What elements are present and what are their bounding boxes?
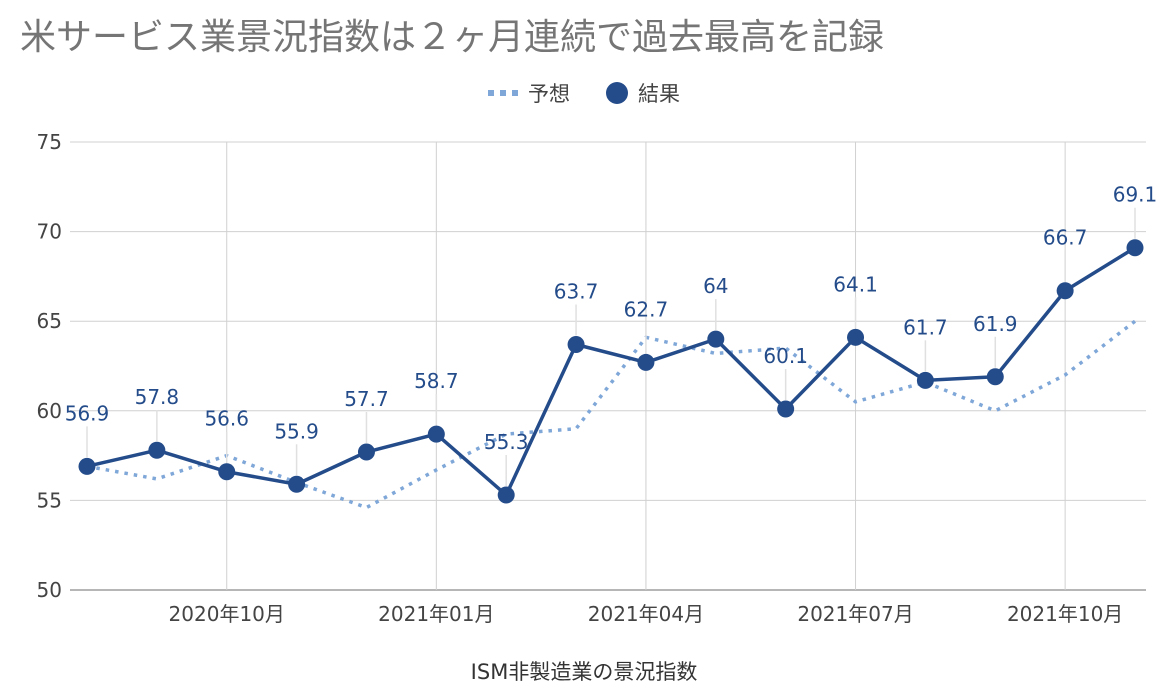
- x-tick-label: 2021年07月: [797, 602, 913, 626]
- data-point: [218, 463, 236, 481]
- data-point: [78, 457, 96, 475]
- data-label: 69.1: [1113, 183, 1158, 207]
- data-point: [777, 400, 795, 418]
- x-tick-label: 2021年01月: [378, 602, 494, 626]
- data-point: [916, 371, 934, 389]
- data-label: 58.7: [414, 369, 459, 393]
- data-label: 57.7: [344, 387, 389, 411]
- circle-marker-icon: [606, 82, 628, 104]
- data-label: 63.7: [554, 279, 599, 303]
- forecast-series: [86, 319, 1137, 510]
- data-point: [427, 425, 445, 443]
- legend-label-forecast: 予想: [528, 82, 570, 106]
- data-point: [288, 475, 306, 493]
- data-label: 66.7: [1043, 226, 1088, 250]
- x-axis-title: ISM非製造業の景況指数: [470, 660, 698, 684]
- legend-item-forecast[interactable]: 予想: [488, 78, 570, 108]
- data-label: 64.1: [833, 272, 878, 296]
- data-point: [148, 441, 166, 459]
- chart-title: 米サービス業景況指数は２ヶ月連続で過去最高を記録: [20, 17, 885, 58]
- y-tick-label: 75: [37, 130, 62, 154]
- data-point: [637, 353, 655, 371]
- data-point: [1056, 282, 1074, 300]
- data-label: 57.8: [135, 385, 180, 409]
- data-point: [986, 368, 1004, 386]
- data-label: 64: [703, 274, 728, 298]
- data-point: [847, 328, 865, 346]
- y-tick-label: 55: [37, 488, 62, 512]
- forecast-line: [86, 319, 1137, 510]
- data-point: [1126, 239, 1144, 257]
- y-tick-label: 60: [37, 399, 62, 423]
- result-line: [86, 246, 1136, 497]
- legend: 予想 結果: [0, 76, 1168, 110]
- y-tick-label: 65: [37, 309, 62, 333]
- x-tick-label: 2020年10月: [169, 602, 285, 626]
- data-point: [497, 486, 515, 504]
- legend-item-result[interactable]: 結果: [606, 78, 680, 108]
- data-label: 55.9: [274, 419, 319, 443]
- result-series: 56.9 57.8 56.6 55.9 57.7 58.7 55.3 63.7 62.7 64 60…: [65, 183, 1158, 504]
- legend-label-result: 結果: [638, 82, 680, 106]
- data-point: [567, 335, 585, 353]
- data-label: 60.1: [763, 344, 808, 368]
- data-label: 61.7: [903, 315, 948, 339]
- y-tick-label: 50: [37, 578, 62, 602]
- data-point: [707, 330, 725, 348]
- data-label: 62.7: [624, 297, 669, 321]
- data-point: [357, 443, 375, 461]
- data-label: 55.3: [484, 430, 529, 454]
- x-tick-label: 2021年10月: [1007, 602, 1123, 626]
- data-label: 56.9: [65, 401, 110, 425]
- x-tick-label: 2021年04月: [588, 602, 704, 626]
- dotted-line-icon: [488, 90, 518, 96]
- data-label: 61.9: [973, 312, 1018, 336]
- grid-layer: 50 55 60 65 70 75 2020年10月 2021年01月 2021年04月 2021…: [37, 130, 1146, 626]
- data-label: 56.6: [204, 407, 249, 431]
- y-tick-label: 70: [37, 220, 62, 244]
